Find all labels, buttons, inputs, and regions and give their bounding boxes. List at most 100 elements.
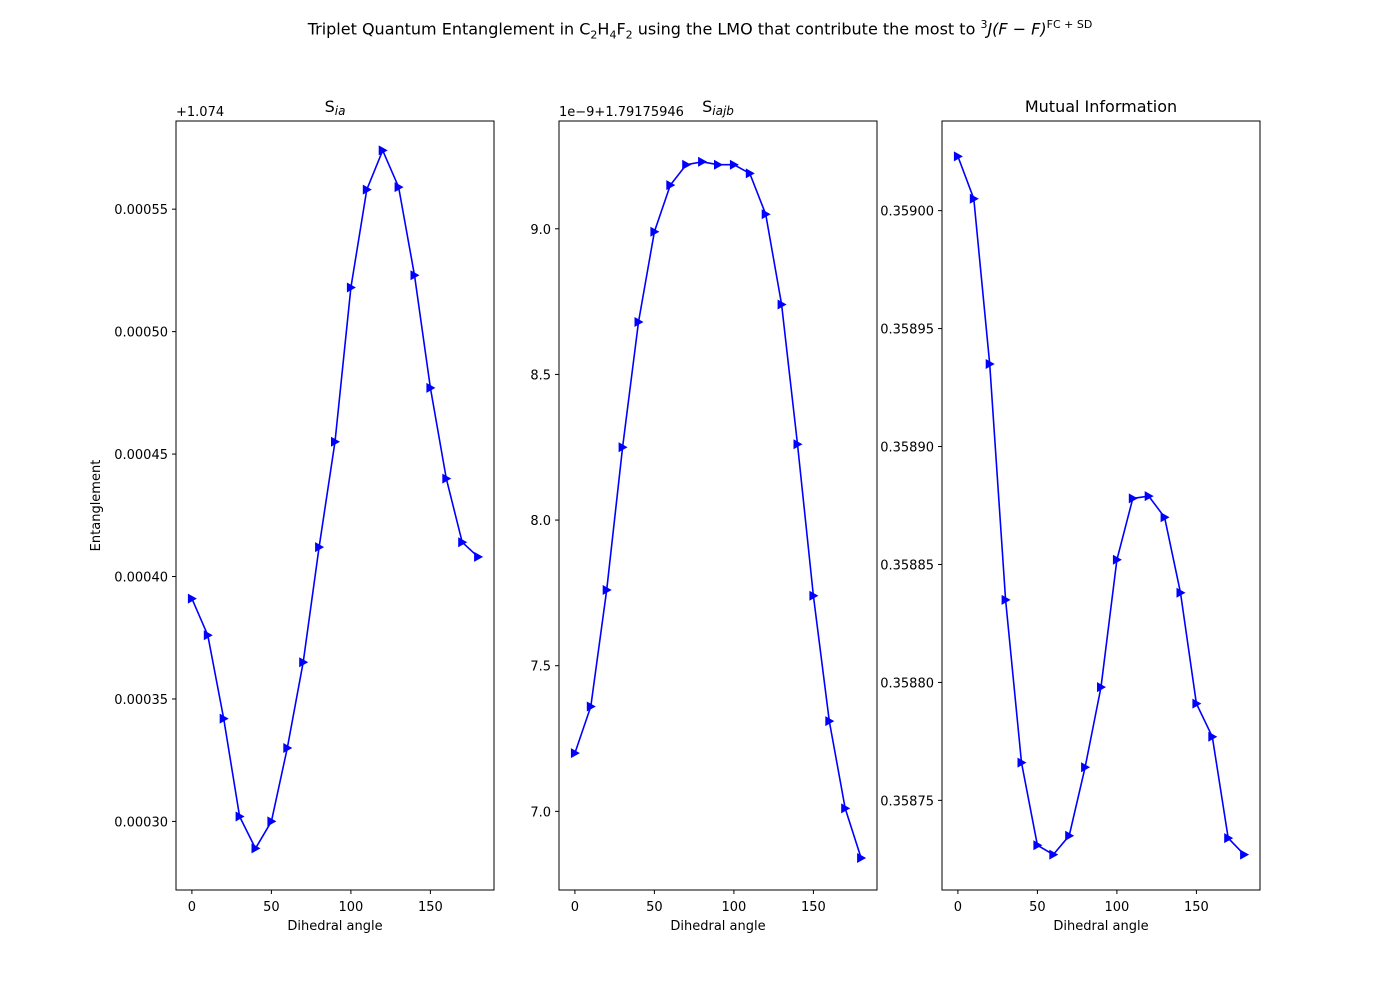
- y-axis-label: Entanglement: [89, 460, 104, 552]
- data-point-marker: [219, 713, 229, 724]
- data-point-marker: [299, 657, 309, 668]
- data-point-marker: [378, 145, 388, 156]
- data-point-marker: [267, 816, 277, 827]
- data-point-marker: [1144, 491, 1154, 502]
- data-point-marker: [394, 182, 404, 193]
- y-tick-label: 0.35885: [880, 558, 934, 573]
- y-tick-label: 0.35890: [880, 441, 934, 456]
- data-point-marker: [426, 382, 436, 393]
- axes-frame: [558, 120, 878, 891]
- data-point-marker: [682, 159, 692, 170]
- figure-title: Triplet Quantum Entanglement in C2H4F2 u…: [0, 18, 1400, 42]
- data-point-marker: [1065, 830, 1075, 841]
- y-tick-label: 8.5: [530, 368, 551, 383]
- data-point-marker: [570, 748, 580, 759]
- data-point-marker: [235, 811, 245, 822]
- y-offset-label: +1.074: [176, 105, 224, 120]
- data-point-marker: [793, 439, 803, 450]
- data-point-marker: [777, 299, 787, 310]
- y-tick-label: 9.0: [530, 223, 551, 238]
- series-line: [574, 160, 862, 859]
- data-point-marker: [346, 282, 356, 293]
- series-line: [957, 156, 1245, 856]
- subplot-title: Siajb: [702, 97, 734, 118]
- data-point-marker: [666, 180, 676, 191]
- data-point-marker: [698, 156, 708, 167]
- data-point-marker: [1097, 682, 1106, 693]
- data-point-marker: [1128, 493, 1138, 504]
- subplot-title: Mutual Information: [1025, 97, 1177, 116]
- data-point-marker: [841, 803, 851, 814]
- data-point-marker: [745, 168, 755, 179]
- axes-frame: [941, 120, 1261, 891]
- y-tick-label: 0.35880: [880, 676, 934, 691]
- x-tick-label: 150: [1184, 900, 1209, 915]
- title-subscript: 4: [609, 28, 617, 42]
- x-tick-label: 50: [646, 900, 663, 915]
- data-point-marker: [1240, 849, 1250, 860]
- x-tick-label: 100: [721, 900, 746, 915]
- x-tick-label: 0: [954, 900, 962, 915]
- title-part: using the LMO that contribute the most t…: [632, 19, 981, 39]
- y-tick-label: 0.00035: [114, 693, 168, 708]
- x-tick-label: 50: [263, 900, 280, 915]
- y-tick-label: 0.00055: [114, 203, 168, 218]
- data-point-marker: [251, 843, 261, 854]
- data-point-marker: [331, 436, 340, 447]
- x-tick-label: 50: [1029, 900, 1046, 915]
- x-tick-label: 150: [418, 900, 443, 915]
- y-tick-label: 0.35900: [880, 205, 934, 220]
- data-point-marker: [602, 585, 612, 595]
- data-point-marker: [1208, 731, 1218, 742]
- x-tick-label: 0: [571, 900, 579, 915]
- subplot-3: 0 50 100 150 0.35875 0.35880 0.35885 0.35890 0.3…: [880, 97, 1261, 934]
- y-tick-label: 7.0: [530, 805, 551, 820]
- title-superscript: FC + SD: [1046, 18, 1093, 31]
- data-point-marker: [458, 537, 468, 548]
- data-point-marker: [1001, 594, 1011, 605]
- y-tick-label: 0.00040: [114, 571, 168, 586]
- data-point-marker: [1049, 849, 1059, 860]
- data-point-marker: [362, 184, 372, 195]
- subplot-2: 0 50 100 150 7.0 7.5 8.0 8.5 9.0 Dihedral angle 1e…: [530, 97, 878, 934]
- y-tick-label: 0.00050: [114, 326, 168, 341]
- data-point-marker: [1112, 554, 1122, 565]
- data-point-marker: [953, 151, 963, 162]
- data-point-marker: [650, 226, 660, 237]
- x-axis-label: Dihedral angle: [670, 919, 765, 934]
- title-part: J(F − F): [987, 19, 1047, 39]
- subplot-1: 0 50 100 150 0.00030 0.00035 0.00040 0.00045 0.0…: [89, 97, 495, 934]
- data-point-marker: [985, 359, 995, 369]
- x-axis-label: Dihedral angle: [287, 919, 382, 934]
- y-offset-label: 1e−9+1.79175946: [559, 105, 684, 120]
- data-point-marker: [586, 701, 596, 712]
- data-point-marker: [1192, 698, 1202, 709]
- title-part: H: [597, 19, 610, 39]
- data-point-marker: [315, 542, 325, 553]
- data-point-marker: [1224, 833, 1234, 844]
- x-tick-label: 100: [338, 900, 363, 915]
- x-axis-label: Dihedral angle: [1053, 919, 1148, 934]
- data-point-marker: [1081, 762, 1091, 773]
- y-tick-label: 0.00045: [114, 448, 168, 463]
- subplot-title: Sia: [325, 97, 346, 118]
- data-point-marker: [729, 159, 739, 170]
- data-point-marker: [809, 590, 819, 601]
- data-point-marker: [761, 209, 771, 220]
- data-point-marker: [187, 593, 197, 604]
- y-tick-label: 7.5: [530, 660, 551, 675]
- data-point-marker: [1176, 587, 1186, 598]
- data-point-marker: [1160, 512, 1170, 523]
- data-point-marker: [857, 853, 867, 863]
- title-subscript: 2: [590, 28, 598, 42]
- y-tick-label: 0.00030: [114, 815, 168, 830]
- x-tick-label: 150: [801, 900, 826, 915]
- series-line: [191, 148, 479, 851]
- y-tick-label: 0.35875: [880, 794, 934, 809]
- axes-frame: [175, 120, 495, 891]
- title-superscript: 3: [980, 18, 988, 31]
- data-point-marker: [969, 193, 979, 204]
- x-tick-label: 0: [188, 900, 196, 915]
